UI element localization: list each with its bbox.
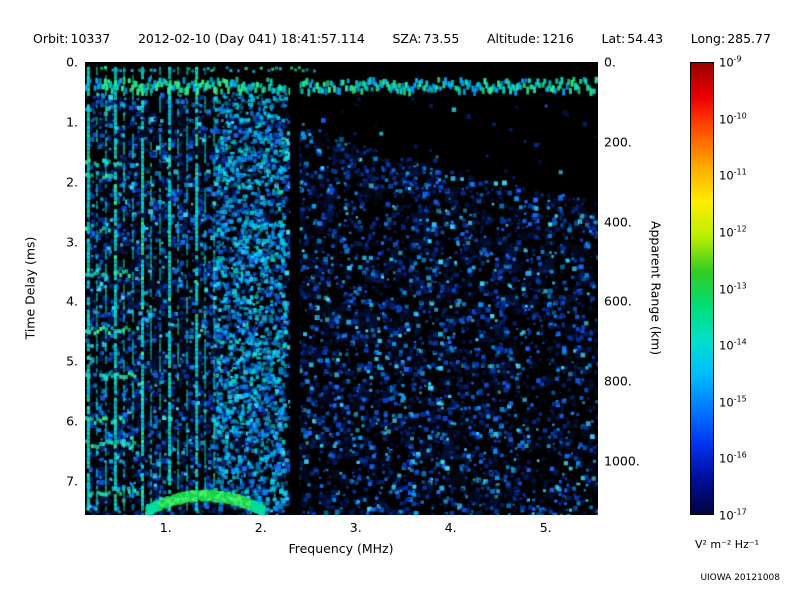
lat-label: Lat: bbox=[601, 31, 626, 46]
frequency-tick-label: 5. bbox=[539, 520, 552, 535]
time-delay-tick-label: 1. bbox=[66, 114, 78, 130]
uiowa-watermark: UIOWA 20121008 bbox=[700, 573, 780, 583]
colorbar-tick-label: 10-14 bbox=[719, 337, 747, 353]
time-delay-tick-label: 6. bbox=[66, 413, 78, 429]
frequency-axis-title: Frequency (MHz) bbox=[288, 541, 394, 556]
colorbar-tick-label: 10-15 bbox=[719, 394, 747, 410]
orbit-value: 10337 bbox=[70, 31, 111, 46]
sza-label: SZA: bbox=[392, 31, 422, 46]
datetime-field: 2012-02-10 (Day 041) 18:41:57.114 bbox=[138, 31, 367, 46]
time-delay-tick-label: 7. bbox=[66, 473, 78, 489]
altitude-label: Altitude: bbox=[486, 31, 541, 46]
apparent-range-tick-label: 0. bbox=[604, 54, 616, 70]
long-label: Long: bbox=[690, 31, 726, 46]
apparent-range-tick-label: 800. bbox=[604, 373, 632, 389]
altitude-value: 1216 bbox=[542, 31, 574, 46]
colorbar-tick-label: 10-10 bbox=[719, 111, 747, 127]
lat-value: 54.43 bbox=[627, 31, 664, 46]
colorbar-tick-label: 10-17 bbox=[719, 507, 747, 523]
apparent-range-tick-label: 1000. bbox=[604, 453, 640, 469]
apparent-range-tick-label: 600. bbox=[604, 293, 632, 309]
frequency-tick-label: 1. bbox=[159, 520, 172, 535]
colorbar-tick-label: 10-11 bbox=[719, 167, 747, 183]
orbit-field: Orbit: 10337 bbox=[33, 31, 112, 46]
orbit-label: Orbit: bbox=[33, 31, 69, 46]
altitude-field: Altitude: 1216 bbox=[487, 31, 576, 46]
time-delay-axis-title: Time Delay (ms) bbox=[22, 236, 38, 340]
colorbar-tick-label: 10-16 bbox=[719, 450, 747, 466]
intensity-colorbar bbox=[690, 62, 714, 515]
apparent-range-axis-title: Apparent Range (km) bbox=[648, 220, 664, 356]
header-info: Orbit: 10337 2012-02-10 (Day 041) 18:41:5… bbox=[33, 31, 773, 46]
colorbar-tick-label: 10-12 bbox=[719, 224, 747, 240]
lat-field: Lat: 54.43 bbox=[602, 31, 666, 46]
colorbar-tick-label: 10-9 bbox=[719, 54, 742, 70]
colorbar-tick-label: 10-13 bbox=[719, 281, 747, 296]
time-delay-tick-label: 4. bbox=[66, 293, 78, 309]
apparent-range-tick-label: 200. bbox=[604, 134, 632, 150]
datetime-value: 2012-02-10 (Day 041) 18:41:57.114 bbox=[137, 31, 365, 46]
time-delay-tick-label: 2. bbox=[66, 174, 78, 190]
frequency-tick-label: 3. bbox=[349, 520, 362, 535]
long-field: Long: 285.77 bbox=[691, 31, 773, 46]
frequency-tick-label: 2. bbox=[254, 520, 267, 535]
long-value: 285.77 bbox=[727, 31, 771, 46]
sza-value: 73.55 bbox=[423, 31, 460, 46]
time-delay-tick-label: 3. bbox=[66, 234, 78, 250]
apparent-range-tick-label: 400. bbox=[604, 214, 632, 230]
colorbar-unit-label: V² m⁻² Hz⁻¹ bbox=[694, 538, 760, 551]
time-delay-tick-label: 0. bbox=[66, 54, 78, 70]
ionogram-spectrogram-canvas bbox=[85, 62, 598, 515]
sza-field: SZA: 73.55 bbox=[392, 31, 461, 46]
frequency-tick-label: 4. bbox=[444, 520, 457, 535]
time-delay-tick-label: 5. bbox=[66, 353, 78, 369]
